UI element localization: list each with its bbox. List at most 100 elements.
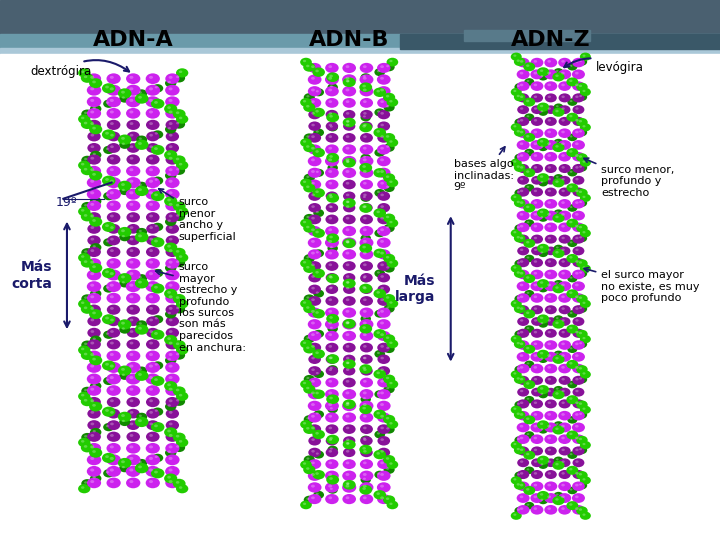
Circle shape bbox=[165, 269, 179, 280]
Circle shape bbox=[307, 319, 322, 329]
Circle shape bbox=[328, 264, 332, 266]
Circle shape bbox=[145, 350, 160, 361]
Circle shape bbox=[387, 179, 398, 187]
Circle shape bbox=[344, 78, 354, 86]
Circle shape bbox=[555, 463, 559, 465]
Circle shape bbox=[110, 295, 114, 298]
Circle shape bbox=[81, 440, 84, 443]
Circle shape bbox=[325, 122, 338, 131]
Circle shape bbox=[517, 423, 530, 433]
Circle shape bbox=[538, 426, 548, 434]
Circle shape bbox=[582, 90, 585, 92]
Circle shape bbox=[545, 258, 557, 267]
Circle shape bbox=[130, 480, 133, 483]
Circle shape bbox=[179, 209, 182, 212]
Circle shape bbox=[570, 136, 572, 138]
Circle shape bbox=[328, 205, 332, 208]
Circle shape bbox=[313, 450, 324, 458]
Circle shape bbox=[107, 166, 121, 177]
Circle shape bbox=[531, 317, 543, 326]
Circle shape bbox=[572, 352, 585, 362]
Circle shape bbox=[520, 107, 523, 110]
Circle shape bbox=[328, 450, 332, 453]
Circle shape bbox=[561, 354, 564, 357]
Circle shape bbox=[127, 431, 140, 442]
Circle shape bbox=[377, 144, 390, 154]
Text: 19º: 19º bbox=[55, 196, 77, 209]
Circle shape bbox=[562, 390, 564, 392]
Circle shape bbox=[306, 105, 310, 107]
Circle shape bbox=[110, 249, 114, 252]
Circle shape bbox=[121, 368, 125, 371]
Circle shape bbox=[570, 221, 572, 223]
Circle shape bbox=[531, 129, 544, 138]
Circle shape bbox=[386, 226, 390, 228]
Circle shape bbox=[165, 177, 179, 188]
Circle shape bbox=[168, 81, 171, 83]
Circle shape bbox=[555, 357, 559, 360]
Circle shape bbox=[514, 481, 526, 490]
Circle shape bbox=[567, 240, 577, 247]
Circle shape bbox=[559, 176, 570, 185]
Circle shape bbox=[118, 89, 132, 99]
Circle shape bbox=[127, 420, 140, 430]
Circle shape bbox=[315, 271, 319, 274]
Circle shape bbox=[572, 258, 585, 267]
Circle shape bbox=[547, 272, 551, 274]
Circle shape bbox=[346, 124, 349, 126]
Circle shape bbox=[526, 135, 529, 138]
Circle shape bbox=[517, 130, 520, 132]
Circle shape bbox=[155, 363, 158, 366]
Circle shape bbox=[545, 176, 557, 185]
Circle shape bbox=[582, 195, 585, 198]
Circle shape bbox=[168, 168, 173, 171]
Circle shape bbox=[168, 261, 173, 264]
Circle shape bbox=[545, 329, 557, 338]
Circle shape bbox=[570, 150, 572, 153]
Circle shape bbox=[145, 374, 160, 384]
Circle shape bbox=[362, 286, 366, 289]
Circle shape bbox=[167, 430, 171, 433]
Circle shape bbox=[531, 234, 543, 244]
Circle shape bbox=[575, 484, 579, 487]
Circle shape bbox=[316, 453, 319, 455]
Circle shape bbox=[579, 438, 582, 440]
Circle shape bbox=[520, 119, 523, 122]
Circle shape bbox=[580, 441, 591, 449]
Circle shape bbox=[149, 203, 153, 206]
Circle shape bbox=[328, 112, 332, 114]
Circle shape bbox=[517, 296, 520, 299]
Circle shape bbox=[102, 407, 115, 417]
Circle shape bbox=[572, 434, 585, 444]
Circle shape bbox=[306, 336, 310, 339]
Circle shape bbox=[87, 454, 102, 465]
Circle shape bbox=[380, 217, 384, 220]
Circle shape bbox=[127, 154, 140, 165]
Circle shape bbox=[325, 156, 339, 166]
Circle shape bbox=[118, 411, 132, 422]
Circle shape bbox=[526, 382, 529, 384]
Circle shape bbox=[328, 217, 332, 220]
Circle shape bbox=[374, 490, 386, 500]
Circle shape bbox=[343, 180, 356, 190]
Circle shape bbox=[316, 130, 319, 133]
Circle shape bbox=[346, 120, 349, 123]
Circle shape bbox=[346, 361, 349, 364]
Circle shape bbox=[326, 475, 339, 484]
Circle shape bbox=[575, 225, 579, 227]
Circle shape bbox=[377, 424, 390, 434]
Circle shape bbox=[328, 392, 332, 394]
Circle shape bbox=[580, 300, 591, 308]
Circle shape bbox=[559, 447, 571, 456]
Circle shape bbox=[534, 295, 537, 298]
Circle shape bbox=[149, 411, 153, 414]
Circle shape bbox=[84, 342, 87, 345]
Circle shape bbox=[579, 201, 582, 203]
Circle shape bbox=[359, 249, 374, 260]
Circle shape bbox=[359, 203, 372, 213]
Circle shape bbox=[311, 473, 315, 476]
Circle shape bbox=[344, 159, 354, 167]
Circle shape bbox=[514, 410, 526, 419]
Circle shape bbox=[377, 179, 390, 190]
Circle shape bbox=[384, 305, 395, 313]
